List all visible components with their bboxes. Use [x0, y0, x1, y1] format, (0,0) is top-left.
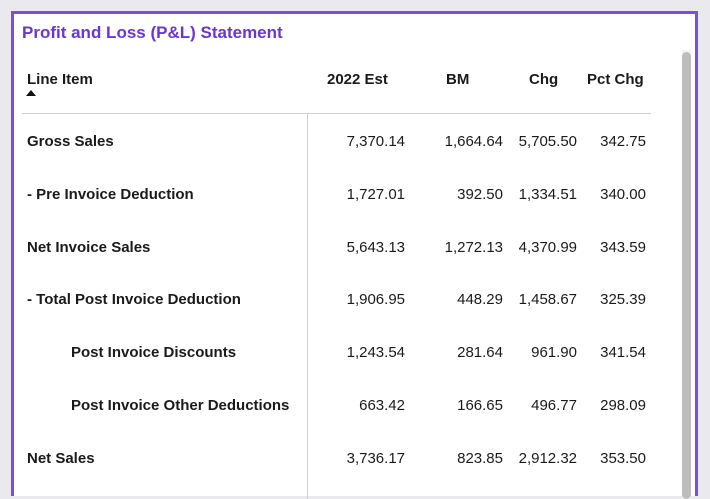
- cell-pct-chg: 325.39: [600, 291, 646, 308]
- cell-2022-est: 663.42: [359, 397, 405, 414]
- column-header-bm[interactable]: BM: [446, 71, 470, 88]
- table-row[interactable]: Post Invoice Discounts 1,243.54 281.64 961.…: [14, 344, 664, 374]
- sort-ascending-icon[interactable]: [26, 90, 36, 96]
- cell-line-item: Net Sales: [27, 450, 95, 467]
- column-header-2022-est[interactable]: 2022 Est: [327, 71, 388, 88]
- cell-chg: 1,334.51: [518, 186, 577, 203]
- cell-chg: 961.90: [531, 344, 577, 361]
- cell-pct-chg: 298.09: [600, 397, 646, 414]
- cell-2022-est: 7,370.14: [346, 133, 405, 150]
- column-header-line-item[interactable]: Line Item: [27, 71, 93, 88]
- cell-bm: 1,272.13: [444, 239, 503, 256]
- table-row[interactable]: Gross Sales 7,370.14 1,664.64 5,705.50 342.7…: [14, 133, 664, 163]
- pnl-visual-panel: Profit and Loss (P&L) Statement Line Ite…: [11, 11, 698, 499]
- cell-chg: 2,912.32: [518, 450, 577, 467]
- cell-bm: 823.85: [457, 450, 503, 467]
- cell-2022-est: 1,243.54: [346, 344, 405, 361]
- cell-bm: 166.65: [457, 397, 503, 414]
- cell-chg: 496.77: [531, 397, 577, 414]
- column-header-pct-chg[interactable]: Pct Chg: [587, 71, 644, 88]
- cell-line-item: Post Invoice Other Deductions: [71, 397, 290, 414]
- cell-line-item: Post Invoice Discounts: [71, 344, 237, 361]
- column-header-chg[interactable]: Chg: [529, 71, 559, 88]
- cell-bm: 281.64: [457, 344, 503, 361]
- cell-2022-est: 5,643.13: [346, 239, 405, 256]
- cell-2022-est: 1,727.01: [346, 186, 405, 203]
- column-divider: [307, 114, 308, 499]
- cell-bm: 392.50: [457, 186, 503, 203]
- header-divider: [22, 113, 651, 114]
- scrollbar-thumb[interactable]: [682, 52, 691, 499]
- cell-pct-chg: 342.75: [600, 133, 646, 150]
- cell-line-item: Gross Sales: [27, 133, 114, 150]
- cell-chg: 5,705.50: [518, 133, 577, 150]
- cell-line-item: Net Invoice Sales: [27, 239, 151, 256]
- cell-pct-chg: 341.54: [600, 344, 646, 361]
- table-row[interactable]: Net Invoice Sales 5,643.13 1,272.13 4,370.9…: [14, 239, 664, 269]
- cell-2022-est: 1,906.95: [346, 291, 405, 308]
- cell-bm: 448.29: [457, 291, 503, 308]
- cell-pct-chg: 340.00: [600, 186, 646, 203]
- cell-bm: 1,664.64: [444, 133, 503, 150]
- cell-pct-chg: 343.59: [600, 239, 646, 256]
- table-row[interactable]: - Pre Invoice Deduction 1,727.01 392.50 1,3…: [14, 186, 664, 216]
- table-row[interactable]: Net Sales 3,736.17 823.85 2,912.32 353.50: [14, 450, 664, 480]
- panel-title: Profit and Loss (P&L) Statement: [22, 23, 283, 42]
- cell-line-item: - Pre Invoice Deduction: [27, 186, 194, 203]
- cell-chg: 1,458.67: [518, 291, 577, 308]
- table-row[interactable]: - Total Post Invoice Deduction 1,906.95 44…: [14, 291, 664, 321]
- table-row[interactable]: Post Invoice Other Deductions 663.42 166.6…: [14, 397, 664, 427]
- cell-line-item: - Total Post Invoice Deduction: [27, 291, 241, 308]
- cell-2022-est: 3,736.17: [346, 450, 405, 467]
- cell-pct-chg: 353.50: [600, 450, 646, 467]
- cell-chg: 4,370.99: [518, 239, 577, 256]
